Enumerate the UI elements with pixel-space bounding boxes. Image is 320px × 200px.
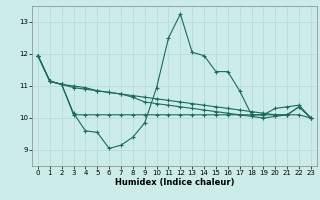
X-axis label: Humidex (Indice chaleur): Humidex (Indice chaleur) (115, 178, 234, 187)
